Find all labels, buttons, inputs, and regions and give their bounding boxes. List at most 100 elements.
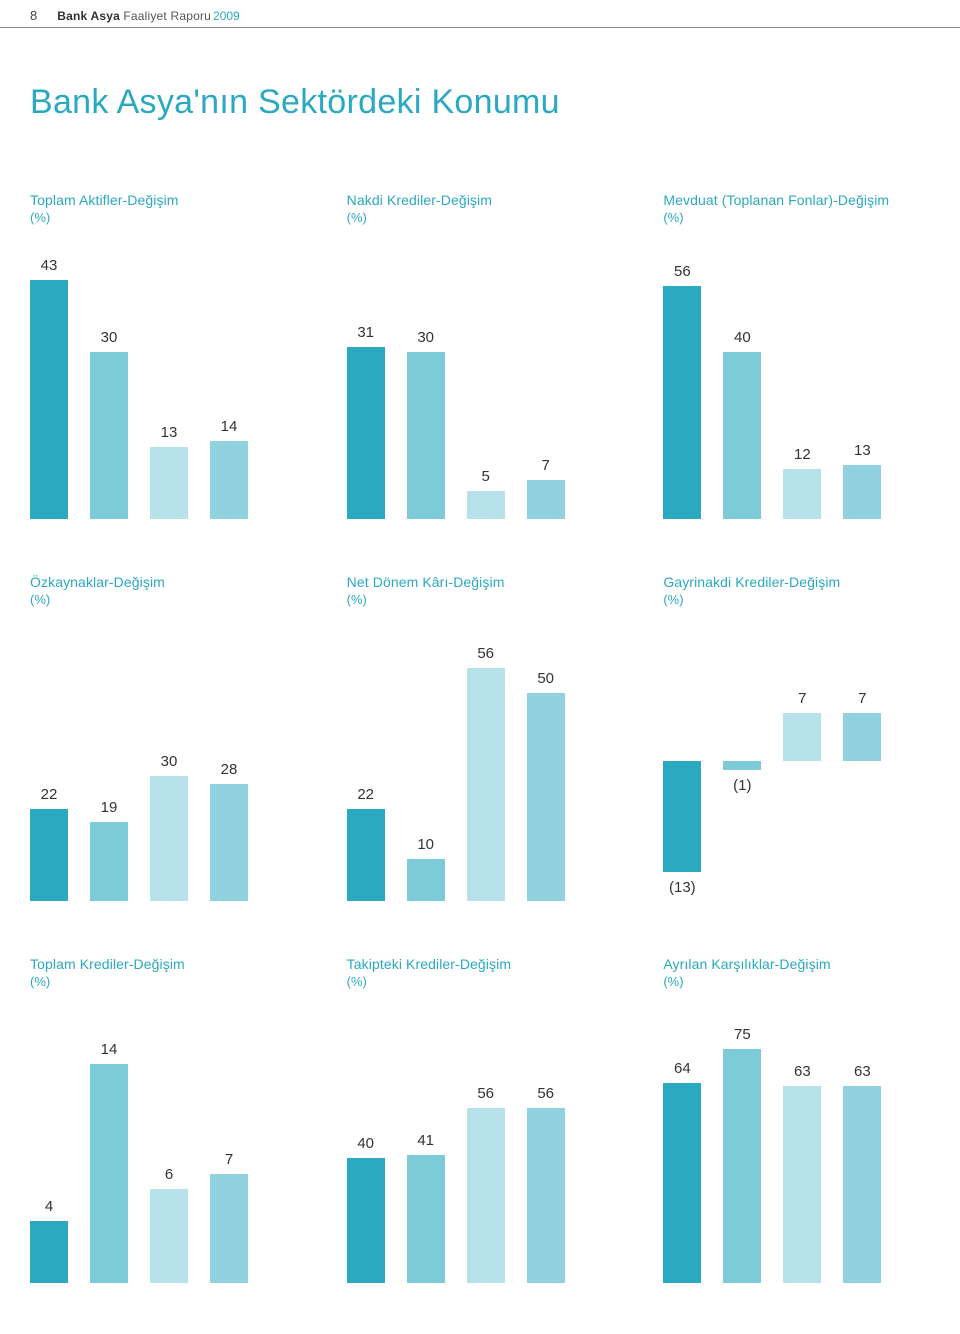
- chart-bar: (13): [663, 621, 701, 901]
- chart-bar-rect: [723, 1049, 761, 1283]
- chart-title: Toplam Krediler-Değişim: [30, 956, 297, 972]
- chart-bar-rect: [843, 465, 881, 519]
- chart-bar: 7: [210, 1003, 248, 1283]
- chart-bar-rect: [407, 1155, 445, 1283]
- chart-bar: 56: [467, 1003, 505, 1283]
- brand-bold: Bank Asya: [57, 9, 120, 23]
- chart-bar: 50: [527, 621, 565, 901]
- chart-bar-rect: [723, 352, 761, 519]
- chart-bar-label: 13: [832, 442, 892, 459]
- chart-bar-rect: [407, 859, 445, 901]
- chart-bar: 41: [407, 1003, 445, 1283]
- chart-area: 40415656: [347, 1003, 614, 1283]
- chart-bar-label: 43: [19, 257, 79, 274]
- chart-area: 56401213: [663, 239, 930, 519]
- chart-bar-label: (13): [652, 879, 712, 896]
- chart-unit: (%): [663, 210, 930, 225]
- chart-unit: (%): [30, 974, 297, 989]
- chart-bar-label: 56: [652, 263, 712, 280]
- chart-bar-rect: [663, 286, 701, 519]
- chart-title: Ayrılan Karşılıklar-Değişim: [663, 956, 930, 972]
- chart-bar: 7: [527, 239, 565, 519]
- brand-light: Faaliyet Raporu: [123, 9, 211, 23]
- chart-bar: 13: [150, 239, 188, 519]
- chart-bar-rect: [90, 1064, 128, 1283]
- chart-title: Net Dönem Kârı-Değişim: [347, 574, 614, 590]
- chart-bar-rect: [210, 1174, 248, 1283]
- chart-bar: 64: [663, 1003, 701, 1283]
- chart-bar-rect: [527, 480, 565, 519]
- chart-bar: 14: [90, 1003, 128, 1283]
- chart-bar-label: 40: [336, 1135, 396, 1152]
- chart-bar: 56: [467, 621, 505, 901]
- chart-bar: (1): [723, 621, 761, 901]
- chart-bar: 7: [783, 621, 821, 901]
- chart-bar-label: 6: [139, 1166, 199, 1183]
- chart-bar: 56: [663, 239, 701, 519]
- chart-bar-rect: [150, 776, 188, 901]
- chart-bar: 28: [210, 621, 248, 901]
- chart-bar-rect: [783, 1086, 821, 1283]
- chart-bar-rect: [150, 1189, 188, 1283]
- chart-title: Mevduat (Toplanan Fonlar)-Değişim: [663, 192, 930, 208]
- chart-bar-rect: [843, 713, 881, 761]
- chart-unit: (%): [347, 974, 614, 989]
- chart-bar-rect: [30, 1221, 68, 1284]
- chart-bar-label: 30: [396, 329, 456, 346]
- chart-area: 41467: [30, 1003, 297, 1283]
- chart-bar-label: 56: [456, 645, 516, 662]
- chart-bar: 14: [210, 239, 248, 519]
- chart-bar-label: 4: [19, 1198, 79, 1215]
- chart-bar-label: 22: [19, 786, 79, 803]
- chart-bar-label: 64: [652, 1060, 712, 1077]
- chart-bar: 31: [347, 239, 385, 519]
- chart-bar-rect: [527, 693, 565, 901]
- chart-bar-label: 7: [832, 690, 892, 707]
- chart-area: 313057: [347, 239, 614, 519]
- chart-unit: (%): [30, 210, 297, 225]
- chart-bar-label: 14: [79, 1041, 139, 1058]
- page-header: 8 Bank Asya Faaliyet Raporu 2009: [0, 0, 960, 28]
- chart-title: Özkaynaklar-Değişim: [30, 574, 297, 590]
- chart-title: Takipteki Krediler-Değişim: [347, 956, 614, 972]
- chart-unit: (%): [30, 592, 297, 607]
- page-number: 8: [30, 8, 37, 23]
- chart-bar-rect: [723, 761, 761, 770]
- chart-cell: Toplam Aktifler-Değişim(%)43301314: [30, 192, 297, 519]
- chart-bar: 63: [843, 1003, 881, 1283]
- chart-bar-rect: [783, 469, 821, 519]
- chart-title: Nakdi Krediler-Değişim: [347, 192, 614, 208]
- chart-cell: Gayrinakdi Krediler-Değişim(%)(13)(1)77: [663, 574, 930, 901]
- chart-bar: 19: [90, 621, 128, 901]
- chart-area: (13) (1) 77: [663, 621, 930, 901]
- chart-cell: Net Dönem Kârı-Değişim(%)22105650: [347, 574, 614, 901]
- chart-bar-label: 28: [199, 761, 259, 778]
- chart-bar: 56: [527, 1003, 565, 1283]
- chart-bar-rect: [663, 1083, 701, 1283]
- chart-bar-rect: [90, 352, 128, 519]
- chart-bar: 6: [150, 1003, 188, 1283]
- chart-area: 22193028: [30, 621, 297, 901]
- chart-title: Toplam Aktifler-Değişim: [30, 192, 297, 208]
- chart-bar: 30: [150, 621, 188, 901]
- page-title: Bank Asya'nın Sektördeki Konumu: [30, 83, 960, 122]
- chart-bar-rect: [210, 784, 248, 901]
- chart-bar: 75: [723, 1003, 761, 1283]
- chart-title: Gayrinakdi Krediler-Değişim: [663, 574, 930, 590]
- chart-cell: Toplam Krediler-Değişim (%) 41467: [30, 956, 297, 1283]
- chart-bar-rect: [30, 809, 68, 901]
- chart-bar-label: 56: [516, 1085, 576, 1102]
- chart-unit: (%): [347, 592, 614, 607]
- chart-bar-label: 50: [516, 670, 576, 687]
- chart-bar-label: 12: [772, 446, 832, 463]
- chart-bar-label: 40: [712, 329, 772, 346]
- chart-bar: 40: [347, 1003, 385, 1283]
- chart-bar-rect: [467, 491, 505, 519]
- chart-bar-rect: [30, 280, 68, 519]
- chart-bar-rect: [663, 761, 701, 872]
- chart-bar-label: 31: [336, 324, 396, 341]
- chart-bar-rect: [467, 668, 505, 901]
- chart-bar: 12: [783, 239, 821, 519]
- chart-bar-rect: [527, 1108, 565, 1283]
- chart-bar-rect: [467, 1108, 505, 1283]
